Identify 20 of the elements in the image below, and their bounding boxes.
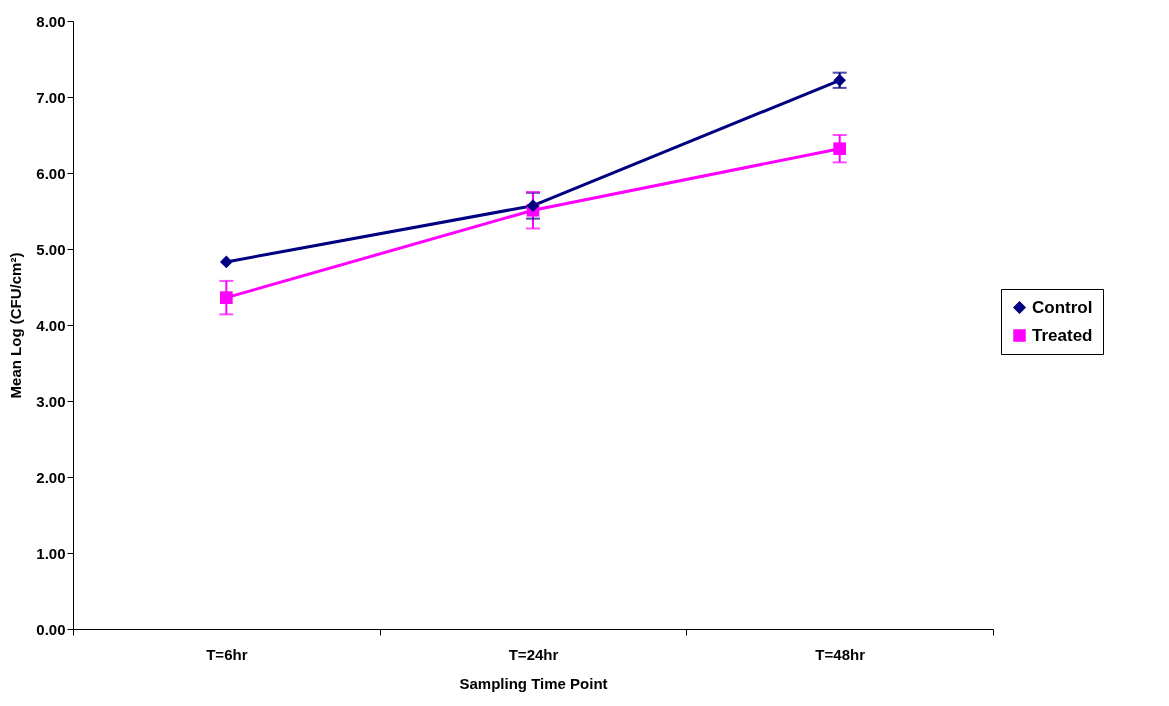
y-tick-label: 2.00 [36,468,66,486]
y-tick-label: 1.00 [36,544,66,562]
x-tick-label: T=48hr [815,645,866,663]
x-axis-title: Sampling Time Point [459,674,608,692]
point [220,255,233,269]
legend-label: Treated [1032,325,1093,345]
x-tick-label: T=6hr [206,645,248,663]
y-tick-label: 0.00 [36,620,66,638]
y-tick-label: 6.00 [36,164,66,182]
y-tick-label: 4.00 [36,316,66,334]
y-tick-label: 7.00 [36,88,66,106]
point [526,199,540,212]
y-axis-title: Mean Log (CFU/cm²) [7,252,25,399]
y-tick-label: 8.00 [36,12,66,30]
x-tick-label: T=24hr [508,645,559,663]
legend-label: Control [1032,297,1093,317]
point [220,291,233,304]
y-tick-label: 5.00 [36,240,66,258]
point [833,142,846,155]
y-tick-label: 3.00 [36,392,66,410]
